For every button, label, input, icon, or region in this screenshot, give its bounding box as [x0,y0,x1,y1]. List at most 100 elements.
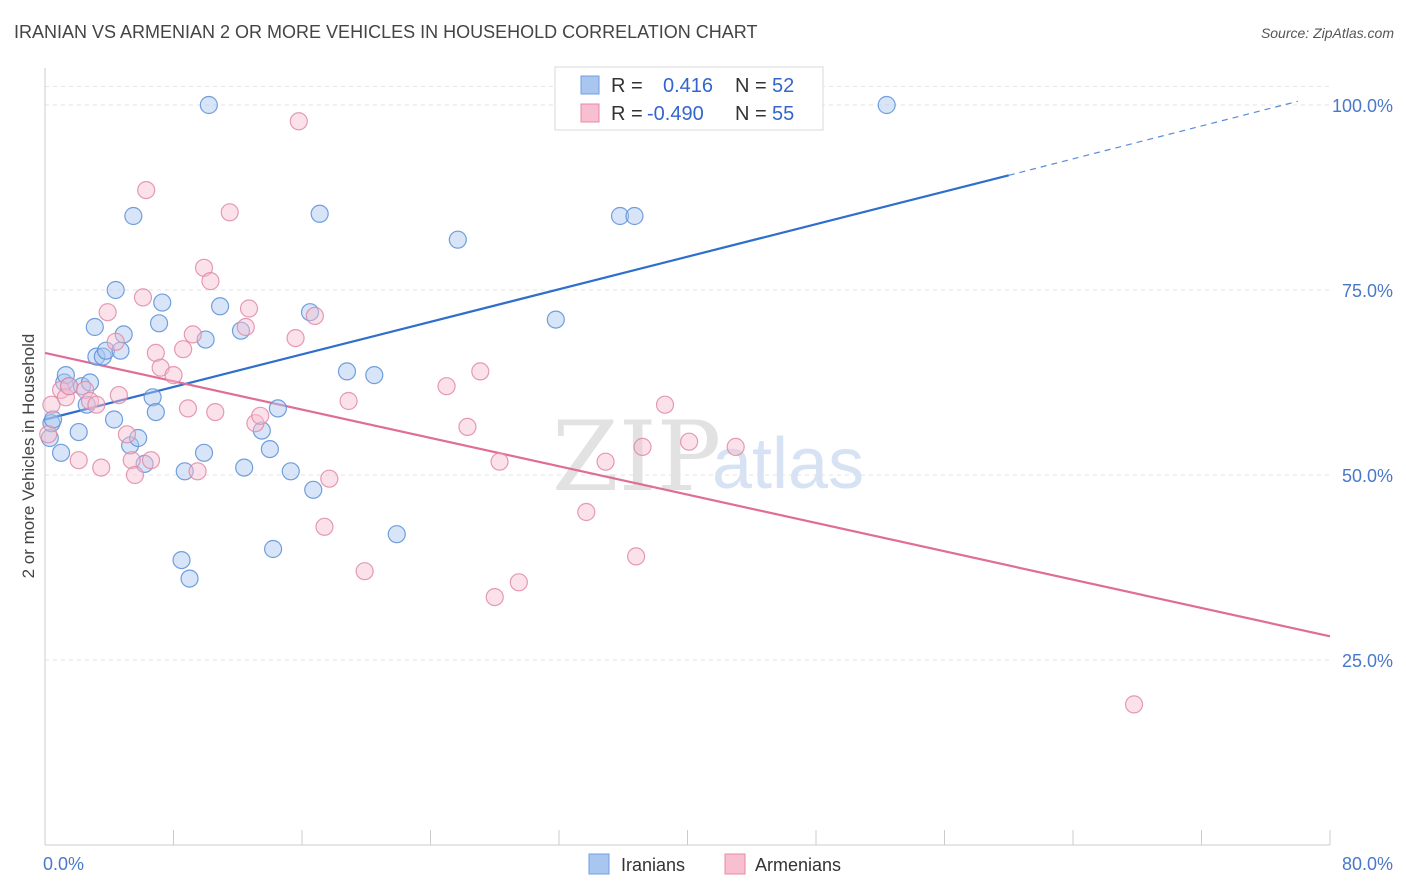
point-armenians-3 [56,388,75,407]
point-armenians-6 [76,380,95,399]
point-armenians-4 [59,377,79,396]
point-iranians-42 [304,480,323,499]
legend-n-label-2: N = [735,103,767,125]
point-armenians-34 [286,329,305,348]
gridlines: 25.0% 50.0% 75.0% 100.0% [45,86,1393,671]
legend-r-value-2: -0.490 [647,103,704,125]
bottom-legend-label-iranians: Iranians [621,855,685,875]
point-armenians-52 [680,432,699,451]
point-armenians-8 [87,395,106,414]
source-label: Source: ZipAtlas.com [1261,25,1394,41]
y-tick-label-100: 100.0% [1332,96,1393,116]
data-points [39,95,1144,714]
point-iranians-40 [281,462,300,481]
point-armenians-49 [626,547,646,566]
point-armenians-24 [183,325,202,344]
point-armenians-51 [655,395,675,414]
point-iranians-51 [877,95,896,115]
legend: R = 0.416 N = 52 R = -0.490 N = 55 [554,66,824,131]
legend-swatch-iranians [580,75,600,95]
point-armenians-10 [98,303,117,322]
point-iranians-20 [124,206,143,226]
point-armenians-46 [509,573,528,592]
point-armenians-45 [490,452,509,471]
point-iranians-35 [235,458,254,477]
point-iranians-48 [546,310,565,329]
point-armenians-40 [355,562,374,581]
point-iranians-46 [387,525,406,544]
bottom-legend-swatch-iranians [588,853,610,875]
point-armenians-36 [305,306,324,325]
y-tick-label-50: 50.0% [1342,466,1393,486]
legend-r-label-1: R = [611,75,643,97]
point-armenians-22 [174,340,193,359]
x-tick-label-max: 80.0% [1342,854,1393,874]
point-armenians-27 [201,272,220,291]
x-tick-label-min: 0.0% [43,854,84,874]
point-iranians-47 [448,230,467,249]
point-iranians-11 [85,317,104,337]
point-armenians-17 [137,181,156,200]
y-tick-label-75: 75.0% [1342,281,1393,301]
point-armenians-29 [220,203,239,222]
bottom-legend-label-armenians: Armenians [755,855,841,875]
point-armenians-47 [577,502,596,522]
point-iranians-15 [104,410,124,429]
point-armenians-43 [471,362,490,381]
point-armenians-38 [320,469,339,488]
point-armenians-41 [437,377,456,396]
point-armenians-31 [239,299,259,318]
legend-box [554,66,824,131]
point-armenians-5 [69,451,88,470]
point-iranians-37 [260,440,279,459]
legend-r-label-2: R = [611,103,643,125]
point-armenians-9 [92,458,111,477]
bottom-legend: Iranians Armenians [588,853,841,875]
point-iranians-26 [153,293,172,312]
legend-n-value-2: 55 [772,103,794,125]
watermark-atlas: atlas [712,424,864,504]
point-iranians-24 [146,403,165,422]
point-armenians-13 [117,425,137,444]
point-iranians-23 [143,388,162,407]
point-iranians-36 [252,421,271,440]
y-tick-label-25: 25.0% [1342,651,1393,671]
y-axis-label: 2 or more Vehicles in Household [19,334,38,579]
point-armenians-30 [236,317,255,337]
point-iranians-43 [310,204,329,223]
legend-swatch-armenians [580,103,600,123]
point-iranians-38 [263,539,283,559]
point-armenians-25 [188,462,207,481]
watermark: ZIP atlas [552,401,864,513]
point-iranians-30 [194,443,214,462]
point-iranians-16 [106,280,125,300]
point-armenians-21 [164,366,183,385]
point-iranians-28 [175,462,194,481]
chart-title: IRANIAN VS ARMENIAN 2 OR MORE VEHICLES I… [14,22,757,42]
point-armenians-37 [315,517,334,536]
point-iranians-45 [365,366,384,385]
bottom-legend-swatch-armenians [724,853,746,875]
point-iranians-49 [610,206,630,226]
point-iranians-50 [625,206,644,226]
legend-n-value-1: 52 [772,75,794,97]
point-armenians-33 [251,406,270,425]
point-iranians-32 [199,95,218,115]
point-armenians-42 [458,417,477,436]
point-armenians-44 [485,587,504,607]
point-armenians-0 [39,425,58,444]
legend-n-label-1: N = [735,75,767,97]
point-armenians-14 [122,451,141,470]
axes: 0.0% 80.0% [43,68,1393,874]
point-armenians-23 [178,399,198,418]
point-armenians-50 [633,437,652,456]
point-armenians-35 [289,112,308,131]
point-iranians-12 [87,347,106,366]
point-iranians-21 [129,428,148,448]
point-armenians-11 [106,332,125,351]
point-iranians-27 [172,550,191,570]
point-armenians-12 [109,385,128,405]
watermark-zip: ZIP [552,401,721,513]
trend-lines [44,100,1331,638]
